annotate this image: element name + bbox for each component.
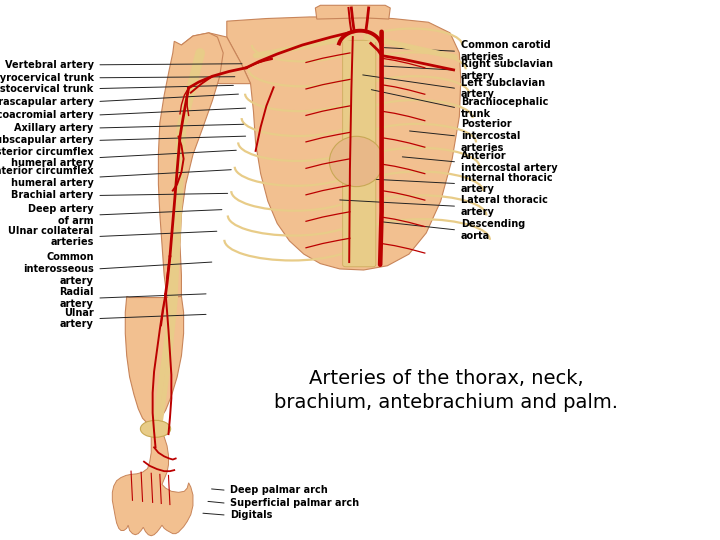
Text: Costocervical trunk: Costocervical trunk bbox=[0, 84, 94, 93]
Text: Axillary artery: Axillary artery bbox=[14, 123, 94, 133]
Ellipse shape bbox=[329, 136, 383, 187]
Polygon shape bbox=[179, 33, 251, 84]
Text: Digitals: Digitals bbox=[230, 510, 273, 520]
Text: Arteries of the thorax, neck,: Arteries of the thorax, neck, bbox=[309, 368, 584, 388]
Text: Right subclavian
artery: Right subclavian artery bbox=[461, 59, 553, 81]
Text: Lateral thoracic
artery: Lateral thoracic artery bbox=[461, 195, 548, 217]
Text: brachium, antebrachium and palm.: brachium, antebrachium and palm. bbox=[274, 393, 618, 412]
FancyBboxPatch shape bbox=[343, 40, 376, 267]
Ellipse shape bbox=[140, 420, 171, 437]
Polygon shape bbox=[158, 33, 223, 298]
Text: Posterior circumflex
humeral artery: Posterior circumflex humeral artery bbox=[0, 147, 94, 168]
Text: Subscapular artery: Subscapular artery bbox=[0, 136, 94, 145]
Text: Radial
artery: Radial artery bbox=[59, 287, 94, 309]
Text: Thyrocervical trunk: Thyrocervical trunk bbox=[0, 73, 94, 83]
Text: Brachiocephalic
trunk: Brachiocephalic trunk bbox=[461, 97, 548, 119]
Text: Common
interosseous
artery: Common interosseous artery bbox=[23, 252, 94, 286]
Text: Ulnar collateral
arteries: Ulnar collateral arteries bbox=[9, 226, 94, 247]
Text: Common carotid
arteries: Common carotid arteries bbox=[461, 40, 551, 62]
Text: Superficial palmar arch: Superficial palmar arch bbox=[230, 498, 359, 508]
Text: Vertebral artery: Vertebral artery bbox=[4, 60, 94, 70]
Text: Deep artery
of arm: Deep artery of arm bbox=[28, 204, 94, 226]
Text: Anterior circumflex
humeral artery: Anterior circumflex humeral artery bbox=[0, 166, 94, 188]
Polygon shape bbox=[125, 296, 184, 423]
Text: Suprascapular artery: Suprascapular artery bbox=[0, 97, 94, 106]
Text: Descending
aorta: Descending aorta bbox=[461, 219, 525, 241]
Text: Thoracoacromial artery: Thoracoacromial artery bbox=[0, 110, 94, 120]
Text: Deep palmar arch: Deep palmar arch bbox=[230, 485, 328, 495]
Polygon shape bbox=[227, 17, 461, 270]
Text: Internal thoracic
artery: Internal thoracic artery bbox=[461, 173, 552, 194]
Text: Ulnar
artery: Ulnar artery bbox=[60, 308, 94, 329]
Polygon shape bbox=[112, 423, 193, 536]
Text: Brachial artery: Brachial artery bbox=[12, 191, 94, 200]
Text: Anterior
intercostal artery: Anterior intercostal artery bbox=[461, 151, 557, 173]
Polygon shape bbox=[315, 5, 390, 19]
Text: Posterior
intercostal
arteries: Posterior intercostal arteries bbox=[461, 119, 520, 153]
Text: Left subclavian
artery: Left subclavian artery bbox=[461, 78, 545, 99]
